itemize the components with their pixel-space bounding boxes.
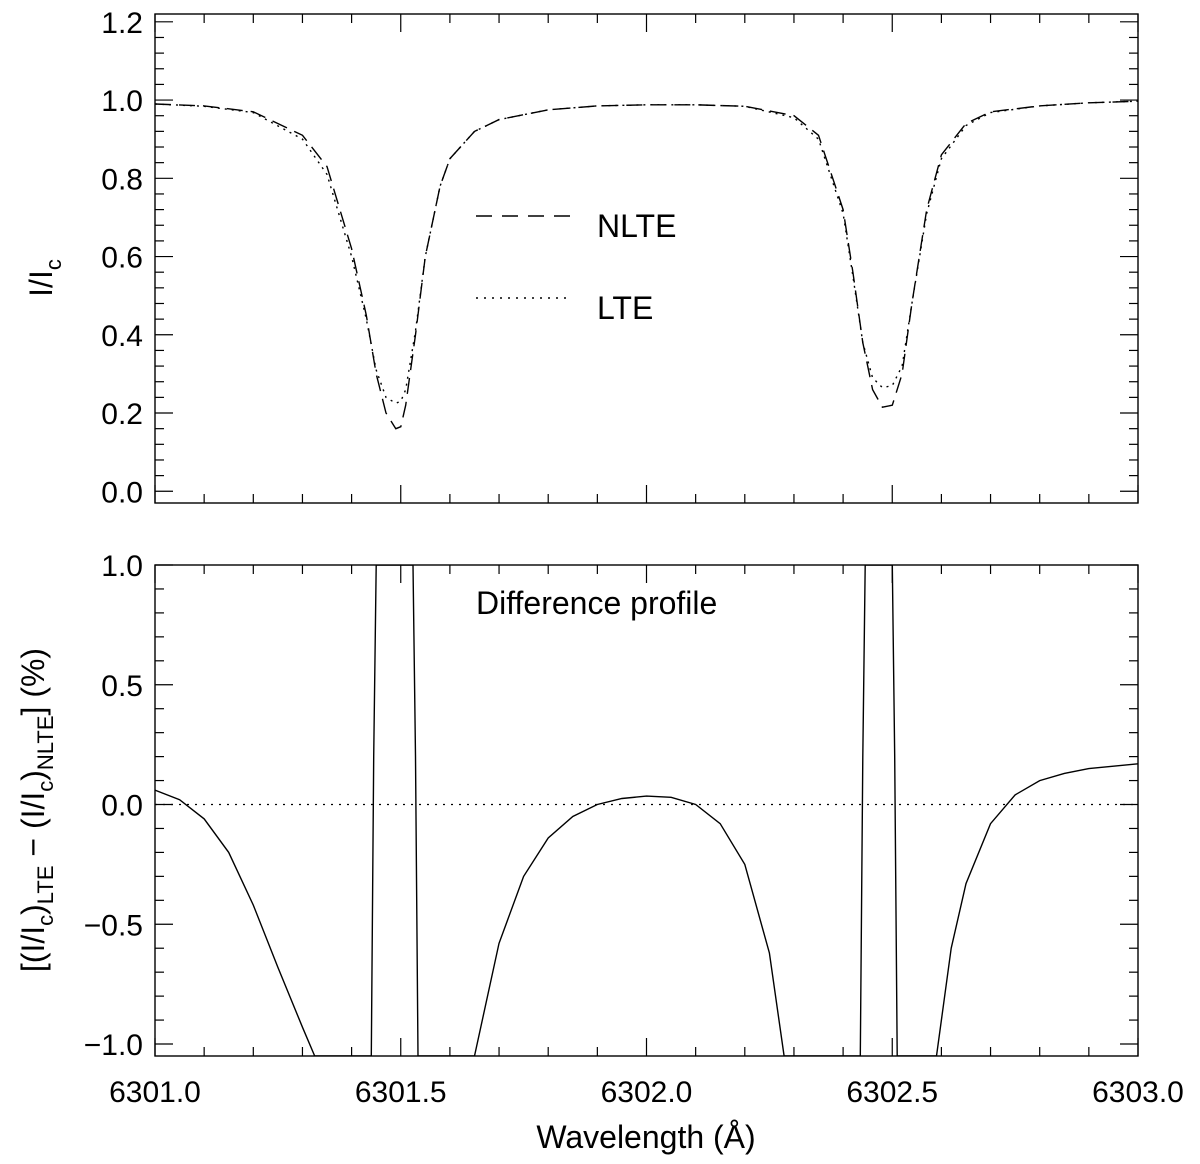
ylabel-part-0: [(I/I: [15, 926, 51, 972]
ylabel-part-8: ] (%): [15, 648, 51, 716]
top-y-axis-title: I/Ic: [23, 259, 66, 297]
series-nlte-line: [154, 100, 1139, 430]
top-ytick-label: 1.2: [101, 7, 143, 40]
top-ytick-label: 0.2: [101, 398, 143, 431]
top-panel: 0.0 0.2 0.4 0.6 0.8 1.0 1.2 NLTE LTE I/Ic: [23, 7, 1139, 509]
ylabel-part-1: c: [33, 915, 58, 926]
x-tick-label: 6302.0: [601, 1076, 693, 1109]
bottom-ytick-label: 0.0: [101, 790, 143, 823]
ylabel-part-2: ): [15, 904, 51, 915]
top-ytick-labels: 0.0 0.2 0.4 0.6 0.8 1.0 1.2: [101, 7, 143, 509]
top-ylabel-sub: c: [41, 259, 66, 270]
top-plot-frame: [154, 13, 1139, 504]
top-ytick-label: 0.0: [101, 476, 143, 509]
ylabel-part-6: ): [15, 770, 51, 781]
top-ytick-label: 0.6: [101, 242, 143, 275]
top-ticks: [154, 14, 1139, 503]
top-ytick-label: 0.8: [101, 163, 143, 196]
x-tick-label: 6301.0: [109, 1076, 201, 1109]
top-ylabel-main: I/I: [23, 270, 59, 297]
bottom-xtick-labels: 6301.0 6301.5 6302.0 6302.5 6303.0: [109, 1076, 1184, 1109]
bottom-series: [155, 565, 1138, 1056]
bottom-y-axis-title: [(I/Ic)LTE − (I/Ic)NLTE] (%): [15, 648, 58, 972]
x-tick-label: 6301.5: [355, 1076, 447, 1109]
bottom-panel: −1.0 −0.5 0.0 0.5 1.0 6301.0 6301.5 6302.0 6302…: [15, 550, 1184, 1155]
legend-lte-label: LTE: [597, 290, 653, 326]
top-ytick-label: 0.4: [101, 320, 143, 353]
x-tick-label: 6303.0: [1092, 1076, 1184, 1109]
x-tick-label: 6302.5: [846, 1076, 938, 1109]
legend: NLTE LTE: [476, 208, 676, 326]
bottom-ytick-label: −1.0: [84, 1029, 143, 1062]
top-series: [154, 100, 1139, 430]
legend-nlte-label: NLTE: [597, 208, 676, 244]
bottom-ytick-label: 0.5: [101, 670, 143, 703]
ylabel-part-7: NLTE: [33, 715, 58, 770]
difference-profile-annotation: Difference profile: [476, 585, 717, 621]
bottom-plot-frame: [154, 564, 1139, 1057]
x-axis-title: Wavelength (Å): [536, 1119, 755, 1155]
bottom-ytick-label: 1.0: [101, 550, 143, 583]
ylabel-part-5: c: [33, 781, 58, 792]
bottom-ticks: [154, 564, 1139, 1056]
ylabel-part-3: LTE: [33, 866, 58, 905]
top-ytick-label: 1.0: [101, 85, 143, 118]
ylabel-part-4: − (I/I: [15, 792, 51, 866]
bottom-ytick-label: −0.5: [84, 909, 143, 942]
series-difference-line: [155, 565, 1138, 1056]
series-lte-line: [154, 100, 1139, 404]
bottom-ytick-labels: −1.0 −0.5 0.0 0.5 1.0: [84, 550, 143, 1062]
